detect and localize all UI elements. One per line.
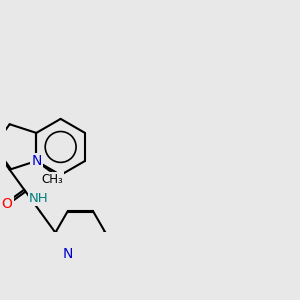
Text: CH₃: CH₃ <box>41 172 63 185</box>
Text: O: O <box>2 196 13 211</box>
Text: N: N <box>31 154 41 168</box>
Text: N: N <box>63 247 73 261</box>
Text: NH: NH <box>29 192 48 205</box>
